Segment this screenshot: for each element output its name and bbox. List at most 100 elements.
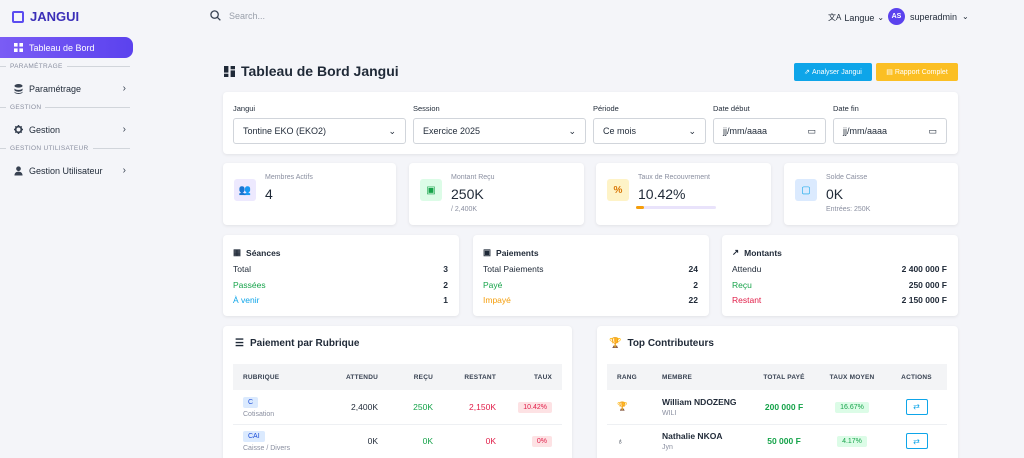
- trophy-icon: 🏆: [617, 401, 628, 412]
- stat-value: 2 150 000 F: [901, 295, 947, 305]
- stat-value: 2: [693, 280, 698, 290]
- montants-card: ↗ Montants Attendu 2 400 000 F Reçu 250 000…: [722, 235, 958, 316]
- rubrique-card: ☰ Paiement par Rubrique RUBRIQUE ATTENDU …: [223, 326, 572, 458]
- card-title: Montants: [744, 247, 782, 258]
- section-gestion: GESTION: [0, 104, 130, 111]
- date-debut-input[interactable]: jj/mm/aaaa ▭: [713, 118, 826, 144]
- card-header: ▦ Séances: [233, 247, 281, 258]
- cell-attendu: 0K: [318, 424, 388, 458]
- page-title-text: Tableau de Bord Jangui: [241, 63, 399, 79]
- language-selector[interactable]: 文A Langue ⌄: [828, 12, 884, 23]
- chevron-down-icon: ⌄: [568, 125, 576, 136]
- sidebar-item-label: Gestion Utilisateur: [29, 165, 103, 176]
- session-select[interactable]: Exercice 2025 ⌄: [413, 118, 586, 144]
- stat-label: À venir: [233, 295, 260, 305]
- kpi-value: 4: [265, 186, 273, 202]
- table-row: CAI Caisse / Divers 0K 0K 0K 0%: [233, 424, 562, 458]
- stat-label: Total: [233, 264, 251, 274]
- database-icon: [14, 83, 23, 94]
- stat-label: Restant: [732, 295, 762, 305]
- stat-value: 250 000 F: [908, 280, 947, 290]
- view-button[interactable]: ⇄: [905, 398, 928, 415]
- calendar-icon: ▭: [807, 125, 816, 136]
- cell-total: 50 000 F: [750, 424, 818, 458]
- stat-value: 3: [443, 264, 448, 274]
- search-placeholder: Search...: [229, 10, 266, 21]
- sidebar-item-parametrage[interactable]: Paramétrage ›: [14, 83, 126, 94]
- user-menu[interactable]: AS superadmin ⌄: [888, 8, 969, 25]
- section-label: GESTION: [10, 104, 42, 111]
- date-debut-filter: Date début jj/mm/aaaa ▭: [713, 104, 826, 144]
- chevron-right-icon: ›: [122, 83, 126, 94]
- chevron-down-icon: ⌄: [688, 125, 696, 136]
- stat-label: Reçu: [732, 280, 752, 290]
- member-name: William NDOZENG: [662, 396, 737, 407]
- col-header: RUBRIQUE: [233, 364, 318, 390]
- stat-value: 24: [688, 264, 698, 274]
- stat-row: Payé 2: [483, 280, 698, 290]
- kpi-montant: ▣ Montant Reçu 250K / 2,400K: [409, 163, 584, 225]
- wallet-icon: ▢: [795, 179, 817, 201]
- view-button[interactable]: ⇄: [905, 433, 928, 449]
- kpi-label: Taux de Recouvrement: [638, 174, 710, 181]
- seances-card: ▦ Séances Total 3 Passées 2 À venir 1: [223, 235, 459, 316]
- user-shield-icon: [14, 165, 23, 176]
- date-fin-input[interactable]: jj/mm/aaaa ▭: [833, 118, 947, 144]
- chart-icon: ⇗: [804, 69, 811, 76]
- dashboard-icon: [224, 65, 235, 77]
- brand-name: JANGUI: [30, 9, 80, 24]
- username: superadmin: [910, 11, 958, 22]
- search-input[interactable]: Search...: [210, 10, 265, 21]
- member-sub: WILI: [662, 409, 677, 417]
- col-header: ACTIONS: [886, 364, 947, 390]
- rubrique-name: Cotisation: [243, 410, 275, 418]
- table-header: RANG MEMBRE TOTAL PAYÉ TAUX MOYEN ACTION…: [607, 364, 947, 390]
- dashboard-icon: [14, 43, 23, 52]
- periode-select[interactable]: Ce mois ⌄: [593, 118, 706, 144]
- date-fin-value: jj/mm/aaaa: [843, 126, 888, 136]
- kpi-taux: % Taux de Recouvrement 10.42%: [596, 163, 771, 225]
- table-row: C Cotisation 2,400K 250K 2,150K 10.42%: [233, 390, 562, 425]
- cell-recu: 0K: [388, 424, 443, 458]
- jangui-value: Tontine EKO (EKO2): [243, 126, 327, 136]
- percent-icon: %: [607, 179, 629, 201]
- users-icon: 👥: [234, 179, 256, 201]
- col-header: RESTANT: [443, 364, 506, 390]
- brand[interactable]: JANGUI: [12, 9, 79, 24]
- cell-taux: 10.42%: [518, 401, 552, 413]
- kpi-label: Solde Caisse: [826, 174, 868, 181]
- jangui-select[interactable]: Tontine EKO (EKO2) ⌄: [233, 118, 406, 144]
- sidebar-item-gestion[interactable]: Gestion ›: [14, 124, 126, 135]
- page-title: Tableau de Bord Jangui: [224, 63, 399, 79]
- analyser-button[interactable]: ⇗ Analyser Jangui: [794, 63, 872, 81]
- card-title: Paiements: [496, 247, 539, 258]
- sidebar-item-tableau-de-bord[interactable]: Tableau de Bord: [0, 37, 133, 58]
- stat-row: À venir 1: [233, 295, 448, 305]
- card-header: 🏆 Top Contributeurs: [609, 338, 714, 349]
- jangui-label: Jangui: [233, 104, 256, 113]
- trophy-icon: 🏆: [609, 338, 622, 349]
- rapport-label: Rapport Complet: [894, 68, 948, 76]
- chevron-down-icon: ⌄: [388, 125, 396, 136]
- file-icon: ▤: [886, 69, 893, 76]
- rapport-button[interactable]: ▤ Rapport Complet: [876, 63, 958, 81]
- stat-label: Impayé: [483, 295, 511, 305]
- logo-icon: [12, 10, 24, 23]
- kpi-value: 0K: [826, 186, 844, 202]
- gear-icon: [14, 125, 23, 134]
- periode-label: Période: [593, 104, 619, 113]
- calendar-icon: ▦: [233, 247, 242, 257]
- money-icon: ▣: [483, 247, 492, 257]
- cell-recu: 250K: [388, 390, 443, 425]
- stat-row: Passées 2: [233, 280, 448, 290]
- section-gestion-utilisateur: GESTION UTILISATEUR: [0, 145, 130, 152]
- col-header: RANG: [607, 364, 652, 390]
- translate-icon: 文A: [828, 13, 842, 22]
- stat-row: Restant 2 150 000 F: [732, 295, 947, 305]
- list-icon: ☰: [235, 338, 244, 349]
- kpi-value: 10.42%: [638, 186, 686, 202]
- sidebar-item-label: Paramétrage: [29, 83, 82, 94]
- language-label: Langue: [844, 12, 875, 23]
- sidebar-item-gestion-utilisateur[interactable]: Gestion Utilisateur ›: [14, 165, 126, 176]
- stat-label: Total Paiements: [483, 264, 544, 274]
